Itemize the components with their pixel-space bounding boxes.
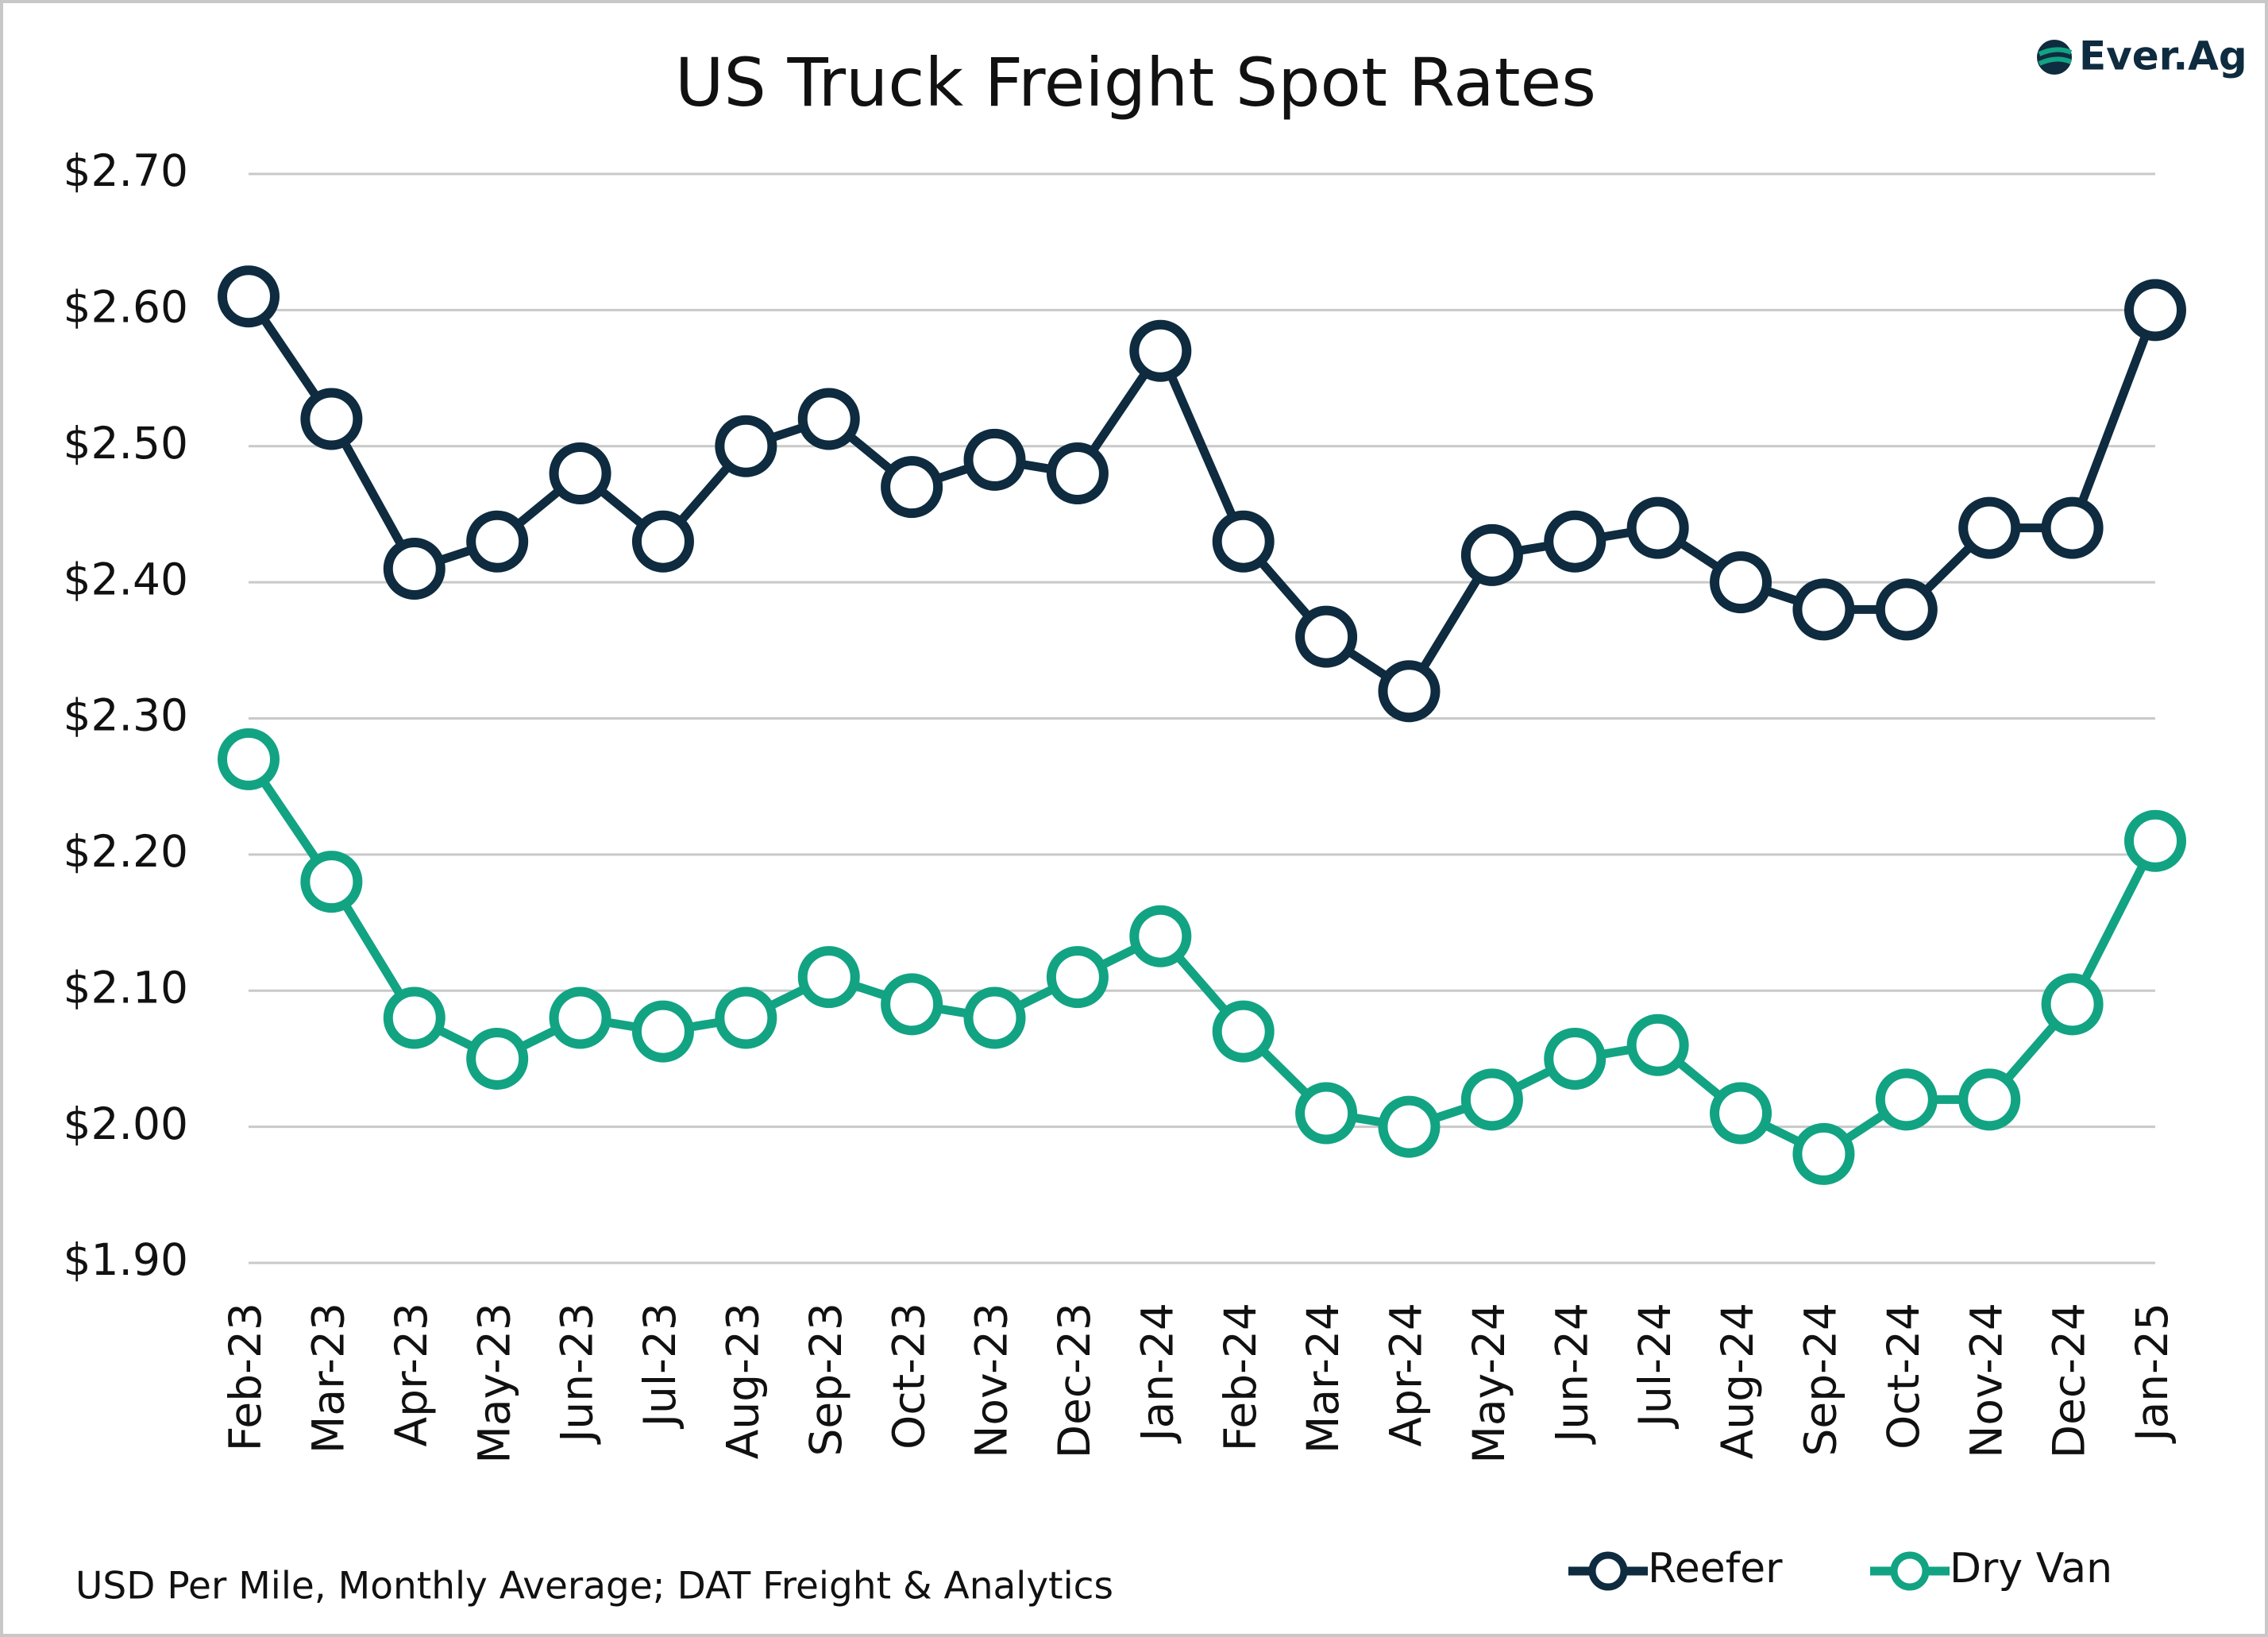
x-tick-label: Dec-23 [1049,1303,1100,1458]
point [1295,1082,1358,1145]
point [797,946,860,1009]
point [300,851,363,913]
y-tick-label: $2.50 [64,418,188,469]
point [2041,973,2104,1036]
x-tick-label: Oct-24 [1878,1303,1929,1450]
x-tick-label: Mar-23 [303,1303,354,1454]
footnote: USD Per Mile, Monthly Average; DAT Freig… [75,1565,1113,1608]
point [1875,578,1938,641]
point [1792,1122,1855,1185]
legend-label: Dry Van [1950,1545,2112,1593]
point [2124,279,2186,342]
y-tick-label: $2.70 [64,145,188,196]
point [218,265,280,328]
legend-item: Dry Van [1870,1545,2112,1593]
point [218,728,280,790]
x-tick-label: Dec-24 [2044,1303,2095,1458]
point [715,415,777,477]
point [1958,1068,2021,1131]
y-tick-label: $2.10 [64,962,188,1013]
x-tick-label: Apr-24 [1381,1303,1432,1446]
x-tick-label: Feb-24 [1215,1303,1266,1451]
y-tick-label: $2.30 [64,690,188,741]
point [2041,496,2104,559]
point [1875,1068,1938,1131]
point [466,1027,529,1090]
legend-marker [1890,1551,1930,1591]
point [1129,905,1192,967]
point [300,388,363,450]
point [963,428,1026,491]
y-tick-label: $2.60 [64,282,188,333]
point [715,986,777,1049]
point [1129,319,1192,382]
point [549,442,611,505]
y-tick-label: $2.20 [64,826,188,877]
x-tick-label: Jul-23 [634,1303,685,1429]
y-tick-label: $1.90 [64,1234,188,1285]
x-tick-label: Sep-23 [800,1303,851,1457]
point [1295,605,1358,668]
point [383,986,446,1049]
point [1710,1082,1772,1145]
point [2124,809,2186,872]
logo: Ever.Ag [2037,33,2247,79]
x-tick-label: Jun-24 [1546,1303,1597,1445]
point [1544,1027,1606,1090]
x-tick-label: Aug-24 [1712,1303,1763,1459]
point [1958,496,2021,559]
x-tick-label: Sep-24 [1796,1303,1846,1457]
point [1626,1013,1689,1076]
point [1212,510,1275,573]
point [1378,660,1441,723]
point [881,456,943,519]
point [1460,1068,1523,1131]
point [631,510,694,573]
point [1046,946,1109,1009]
y-tick-label: $2.00 [64,1098,188,1149]
x-tick-label: Apr-23 [386,1303,437,1446]
point [1460,523,1523,586]
point [1792,578,1855,641]
legend-item: Reefer [1568,1545,1783,1593]
point [881,973,943,1036]
chart-title: US Truck Freight Spot Rates [675,44,1596,122]
logo-text: Ever.Ag [2079,33,2247,79]
y-tick-label: $2.40 [64,554,188,604]
point [1544,510,1606,573]
x-tick-label: Jun-23 [552,1303,603,1445]
x-tick-label: May-23 [469,1303,519,1464]
x-tick-label: Jan-24 [1132,1303,1182,1444]
x-tick-label: Mar-24 [1298,1303,1348,1454]
x-tick-label: May-24 [1464,1303,1514,1464]
x-tick-label: Oct-23 [883,1303,934,1450]
point [797,388,860,450]
point [963,986,1026,1049]
point [466,510,529,573]
point [1378,1095,1441,1158]
point [1212,1000,1275,1063]
point [549,986,611,1049]
x-tick-label: Aug-23 [717,1303,768,1459]
point [631,1000,694,1063]
x-tick-label: Jan-25 [2127,1303,2177,1444]
x-tick-label: Jul-24 [1630,1303,1680,1429]
x-tick-label: Nov-23 [966,1303,1017,1458]
point [1046,442,1109,505]
legend-label: Reefer [1648,1545,1783,1593]
legend-marker [1588,1551,1628,1591]
logo-icon-swoosh [2038,47,2073,66]
x-tick-label: Feb-23 [220,1303,271,1451]
point [1710,551,1772,614]
point [1626,496,1689,559]
x-tick-label: Nov-24 [1961,1303,2011,1458]
point [383,537,446,600]
